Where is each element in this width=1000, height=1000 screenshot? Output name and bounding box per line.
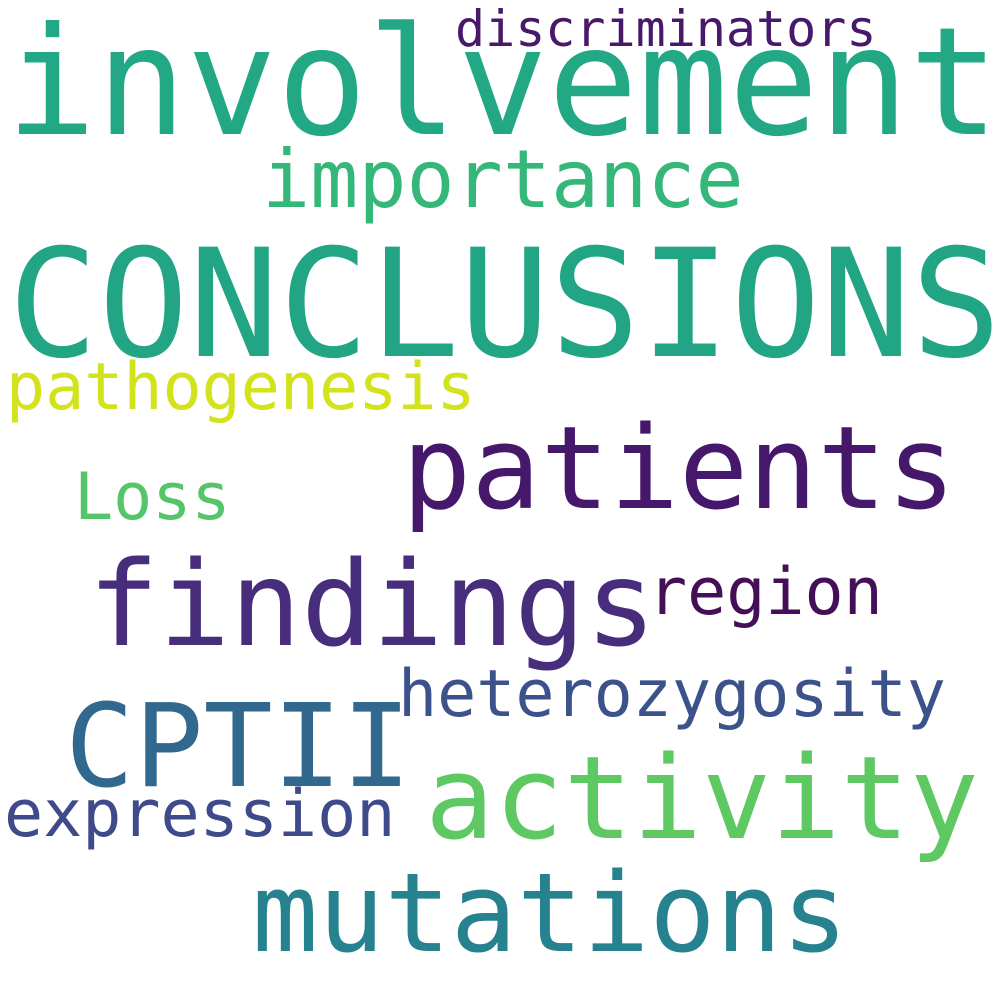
word-mutations: mutations: [252, 849, 849, 977]
word-findings: findings: [88, 535, 657, 673]
word-involvement: involvement: [6, 0, 1000, 170]
word-activity: activity: [425, 732, 979, 866]
word-region: region: [648, 555, 883, 630]
word-pathogenesis: pathogenesis: [6, 350, 476, 425]
word-loss: Loss: [74, 460, 231, 535]
word-cptii: CPTII: [65, 680, 412, 814]
word-importance: importance: [262, 133, 744, 226]
word-heterozygosity: heterozygosity: [398, 657, 946, 732]
word-patients: patients: [402, 402, 956, 536]
word-conclusions: CONCLUSIONS: [8, 218, 1000, 392]
word-discriminators: discriminators: [455, 0, 877, 58]
word-expression: expression: [4, 777, 396, 852]
